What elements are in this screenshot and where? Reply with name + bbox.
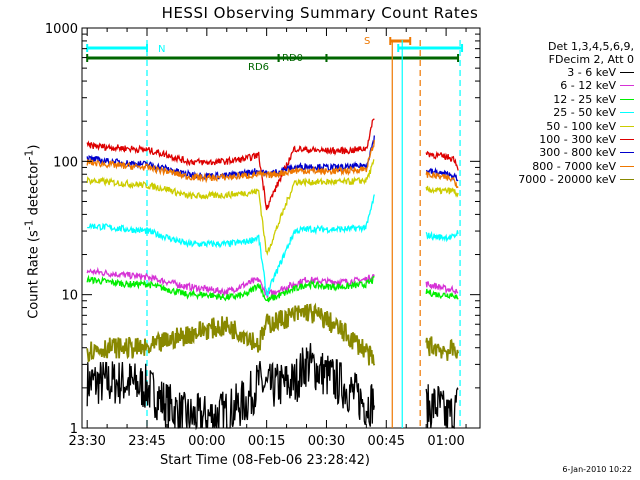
series-line-7000-20000-kev: [425, 336, 459, 361]
chart-title: HESSI Observing Summary Count Rates: [161, 4, 479, 22]
series-line-25-50-kev: [86, 194, 375, 298]
timestamp: 6-Jan-2010 10:22: [562, 465, 632, 474]
legend-entry-label: 6 - 12 keV: [560, 79, 616, 93]
legend-entry: 300 - 800 keV: [488, 146, 634, 159]
legend-entry-label: 3 - 6 keV: [567, 66, 616, 79]
legend-swatch: [620, 85, 634, 87]
legend-entry: 6 - 12 keV: [488, 79, 634, 92]
legend-entry: 25 - 50 keV: [488, 106, 634, 119]
series-line-3-6-kev: [86, 343, 375, 431]
x-tick-label: 01:00: [427, 434, 464, 449]
series-line-100-300-kev: [425, 150, 459, 171]
series-line-12-25-kev: [425, 288, 459, 300]
x-tick-label: 00:00: [188, 434, 225, 449]
x-tick-label: 23:30: [68, 434, 105, 449]
legend-entry-label: 50 - 100 keV: [546, 119, 616, 133]
legend-header-line-2: FDecim 2, Att 0: [548, 53, 634, 66]
flag-label-rd0: RD0: [282, 53, 303, 64]
legend-header-line-1: Det 1,3,4,5,6,9,: [547, 40, 634, 53]
series-lines: [86, 115, 459, 431]
legend-swatch: [620, 152, 634, 154]
y-tick-label: 10: [61, 289, 78, 304]
legend-entry-label: 300 - 800 keV: [539, 146, 616, 160]
series-line-6-12-kev: [425, 281, 459, 295]
series-line-7000-20000-kev: [86, 302, 376, 366]
legend-entry: 12 - 25 keV: [488, 93, 634, 106]
legend-entry: 7000 - 20000 keV: [488, 173, 634, 186]
x-tick-label: 00:30: [308, 434, 345, 449]
y-tick-label: 100: [53, 155, 78, 170]
legend-entry-label: 25 - 50 keV: [553, 106, 616, 120]
legend-entry: 50 - 100 keV: [488, 120, 634, 133]
legend-entry-label: 7000 - 20000 keV: [518, 173, 616, 187]
plot-border: [81, 27, 481, 429]
flag-label-rd6: RD6: [248, 62, 269, 73]
series-line-100-300-kev: [86, 118, 375, 211]
x-tick-label: 00:15: [248, 434, 285, 449]
legend-swatch: [620, 125, 634, 127]
y-tick-label: 1: [70, 422, 78, 437]
series-line-800-7000-kev: [425, 171, 459, 189]
x-tick-label: 00:45: [368, 434, 405, 449]
series-line-50-100-kev: [425, 185, 459, 198]
legend-swatch: [620, 138, 634, 140]
legend-swatch: [620, 72, 634, 73]
series-line-300-800-kev: [426, 167, 459, 182]
legend-entry: 800 - 7000 keV: [488, 160, 634, 173]
legend-entry-label: 100 - 300 keV: [539, 132, 616, 146]
x-axis-label: Start Time (08-Feb-06 23:28:42): [160, 453, 370, 468]
legend-entry-label: 800 - 7000 keV: [532, 159, 616, 173]
axis-ticks: 23:30 23:45 00:00 00:15 00:30 00:45 01:00 1 10 10…: [45, 22, 480, 449]
legend-entries: 3 - 6 keV 6 - 12 keV 12 - 25 keV 25 - 50 ke…: [488, 66, 634, 187]
legend: Det 1,3,4,5,6,9, FDecim 2, Att 0 3 - 6 k…: [488, 40, 634, 187]
flag-bars: N S RD0 RD6: [86, 36, 464, 73]
flag-label-n: N: [158, 44, 165, 55]
legend-entry-label: 12 - 25 keV: [553, 92, 616, 106]
legend-swatch: [620, 179, 634, 181]
legend-entry: 3 - 6 keV: [488, 66, 634, 79]
legend-swatch: [620, 112, 634, 114]
legend-swatch: [620, 98, 634, 100]
series-line-800-7000-kev: [86, 140, 375, 184]
series-line-50-100-kev: [86, 159, 375, 256]
series-line-25-50-kev: [425, 230, 459, 243]
plot-frame: [81, 27, 481, 429]
legend-entry: 100 - 300 keV: [488, 133, 634, 146]
y-axis-label: Count Rate (s-1 detector-1): [22, 144, 42, 319]
flag-label-s: S: [364, 36, 370, 47]
series-line-12-25-kev: [86, 274, 375, 303]
legend-swatch: [620, 165, 634, 167]
x-tick-label: 23:45: [128, 434, 165, 449]
vertical-markers: [146, 40, 461, 428]
series-line-3-6-kev: [425, 384, 459, 429]
y-tick-label: 1000: [45, 22, 78, 37]
